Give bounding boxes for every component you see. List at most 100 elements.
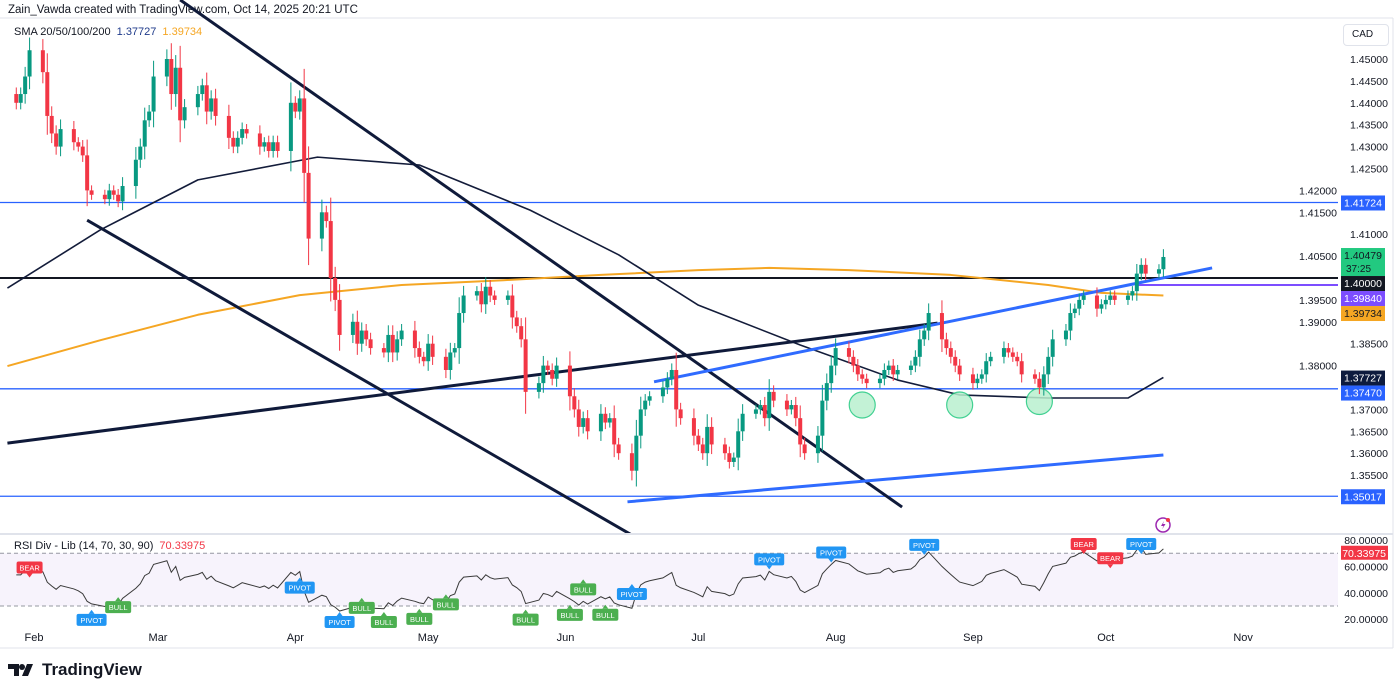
signal-badge — [324, 616, 355, 628]
rsi-signal-bull[interactable]: BULL — [556, 604, 583, 621]
price-label-text: 1.35017 — [1344, 491, 1382, 503]
candle — [789, 399, 794, 415]
upper-descending-trendline[interactable] — [179, 0, 903, 509]
candle-body — [324, 212, 329, 222]
rsi-signal-pivot[interactable]: PIVOT — [754, 553, 785, 570]
signal-pointer — [296, 577, 303, 582]
candle-body — [1139, 264, 1144, 274]
candle — [550, 363, 555, 386]
candle-body — [337, 299, 342, 335]
candle — [820, 384, 825, 452]
candle — [519, 318, 524, 348]
candle — [833, 338, 838, 376]
candle-body — [1046, 356, 1051, 375]
candle — [957, 359, 962, 381]
candle-body — [1041, 374, 1046, 388]
candle — [669, 363, 674, 386]
candle-body — [886, 365, 891, 370]
candle — [1081, 290, 1086, 305]
candle-body — [302, 98, 307, 173]
rsi-signal-pivot[interactable]: PIVOT — [616, 584, 647, 600]
candle — [1015, 351, 1020, 367]
candle — [271, 135, 276, 158]
candle-body — [802, 444, 807, 454]
rsi-signal-bear[interactable]: BEAR — [1070, 538, 1097, 554]
candle — [851, 350, 856, 373]
candle-body — [443, 356, 448, 370]
candle — [328, 197, 333, 302]
rsi-signal-bull[interactable]: BULL — [105, 597, 132, 614]
support-trendline[interactable] — [7, 321, 938, 445]
candle — [381, 343, 386, 358]
channel-lower-line[interactable] — [627, 453, 1164, 504]
candle — [1037, 372, 1042, 395]
candle — [54, 125, 59, 155]
candle-body — [244, 129, 249, 134]
rsi-signal-bull[interactable]: BULL — [348, 597, 375, 614]
candle-body — [514, 317, 519, 327]
rsi-signal-bull[interactable]: BULL — [406, 608, 433, 625]
candle — [1001, 341, 1006, 364]
rsi-signal-pivot[interactable]: PIVOT — [909, 538, 940, 555]
rsi-signal-bull[interactable]: BULL — [370, 612, 397, 628]
rsi-signal-bull[interactable]: BULL — [570, 579, 597, 596]
currency-button[interactable]: CAD — [1343, 24, 1389, 46]
candle-body — [386, 334, 391, 353]
rsi-signal-pivot[interactable]: PIVOT — [284, 577, 315, 594]
rsi-signal-bear[interactable]: BEAR — [1097, 552, 1124, 569]
candle-body — [891, 365, 896, 375]
candle — [173, 55, 178, 107]
rsi-signal-bull[interactable]: BULL — [592, 604, 619, 621]
candle — [855, 359, 860, 381]
candle-body — [364, 330, 369, 340]
price-label-text: 1.37470 — [1344, 388, 1382, 400]
candle — [488, 280, 493, 303]
candle-body — [820, 400, 825, 436]
tradingview-logo[interactable]: TradingView — [8, 660, 142, 680]
candle-body — [793, 405, 798, 419]
lower-descending-trendline[interactable] — [86, 218, 632, 535]
candle-body — [815, 435, 820, 454]
price-label-text: 1.37727 — [1344, 373, 1382, 385]
candle-body — [846, 348, 851, 357]
rsi-signal-pivot[interactable]: PIVOT — [816, 546, 847, 563]
candle — [120, 177, 125, 211]
candle — [14, 87, 19, 110]
candle — [395, 331, 400, 361]
candle — [948, 341, 953, 364]
candle — [235, 131, 240, 154]
lightning-alert-icon[interactable] — [1155, 517, 1171, 533]
candle — [359, 322, 364, 352]
candle — [877, 373, 882, 389]
rsi-signal-bear[interactable]: BEAR — [16, 561, 43, 578]
sma-legend[interactable]: SMA 20/50/100/200 1.37727 1.39734 — [14, 26, 202, 38]
price-label-1.40479: 1.40479 37:25 — [1341, 248, 1385, 277]
candle-body — [598, 413, 603, 432]
rsi-signal-bull[interactable]: BULL — [432, 594, 459, 611]
candle-body — [483, 286, 488, 305]
candle — [638, 396, 643, 449]
rsi-signal-pivot[interactable]: PIVOT — [76, 609, 107, 626]
candle-body — [359, 330, 364, 344]
candle — [85, 139, 90, 207]
rsi-legend[interactable]: RSI Div - Lib (14, 70, 30, 90) 70.33975 — [14, 540, 205, 552]
candle — [944, 332, 949, 355]
channel-upper-line[interactable] — [653, 266, 1213, 384]
candle-body — [138, 146, 143, 160]
candle-body — [1156, 269, 1161, 274]
candle-body — [293, 102, 298, 112]
rsi-signal-bull[interactable]: BULL — [512, 609, 539, 626]
candle — [368, 332, 373, 355]
candle-body — [554, 365, 559, 379]
rsi-line — [16, 546, 1164, 612]
rsi-signal-pivot[interactable]: PIVOT — [324, 612, 355, 628]
rsi-signal-pivot[interactable]: PIVOT — [1126, 538, 1157, 554]
candle — [829, 355, 834, 393]
price-label-text: 1.39840 — [1344, 293, 1382, 305]
candle-body — [240, 129, 245, 138]
candle-body — [45, 72, 50, 116]
signal-text: BULL — [410, 615, 429, 624]
price-axis-tick: 1.39000 — [1299, 317, 1337, 329]
rsi-legend-label: RSI Div - Lib (14, 70, 30, 90) — [14, 540, 154, 552]
